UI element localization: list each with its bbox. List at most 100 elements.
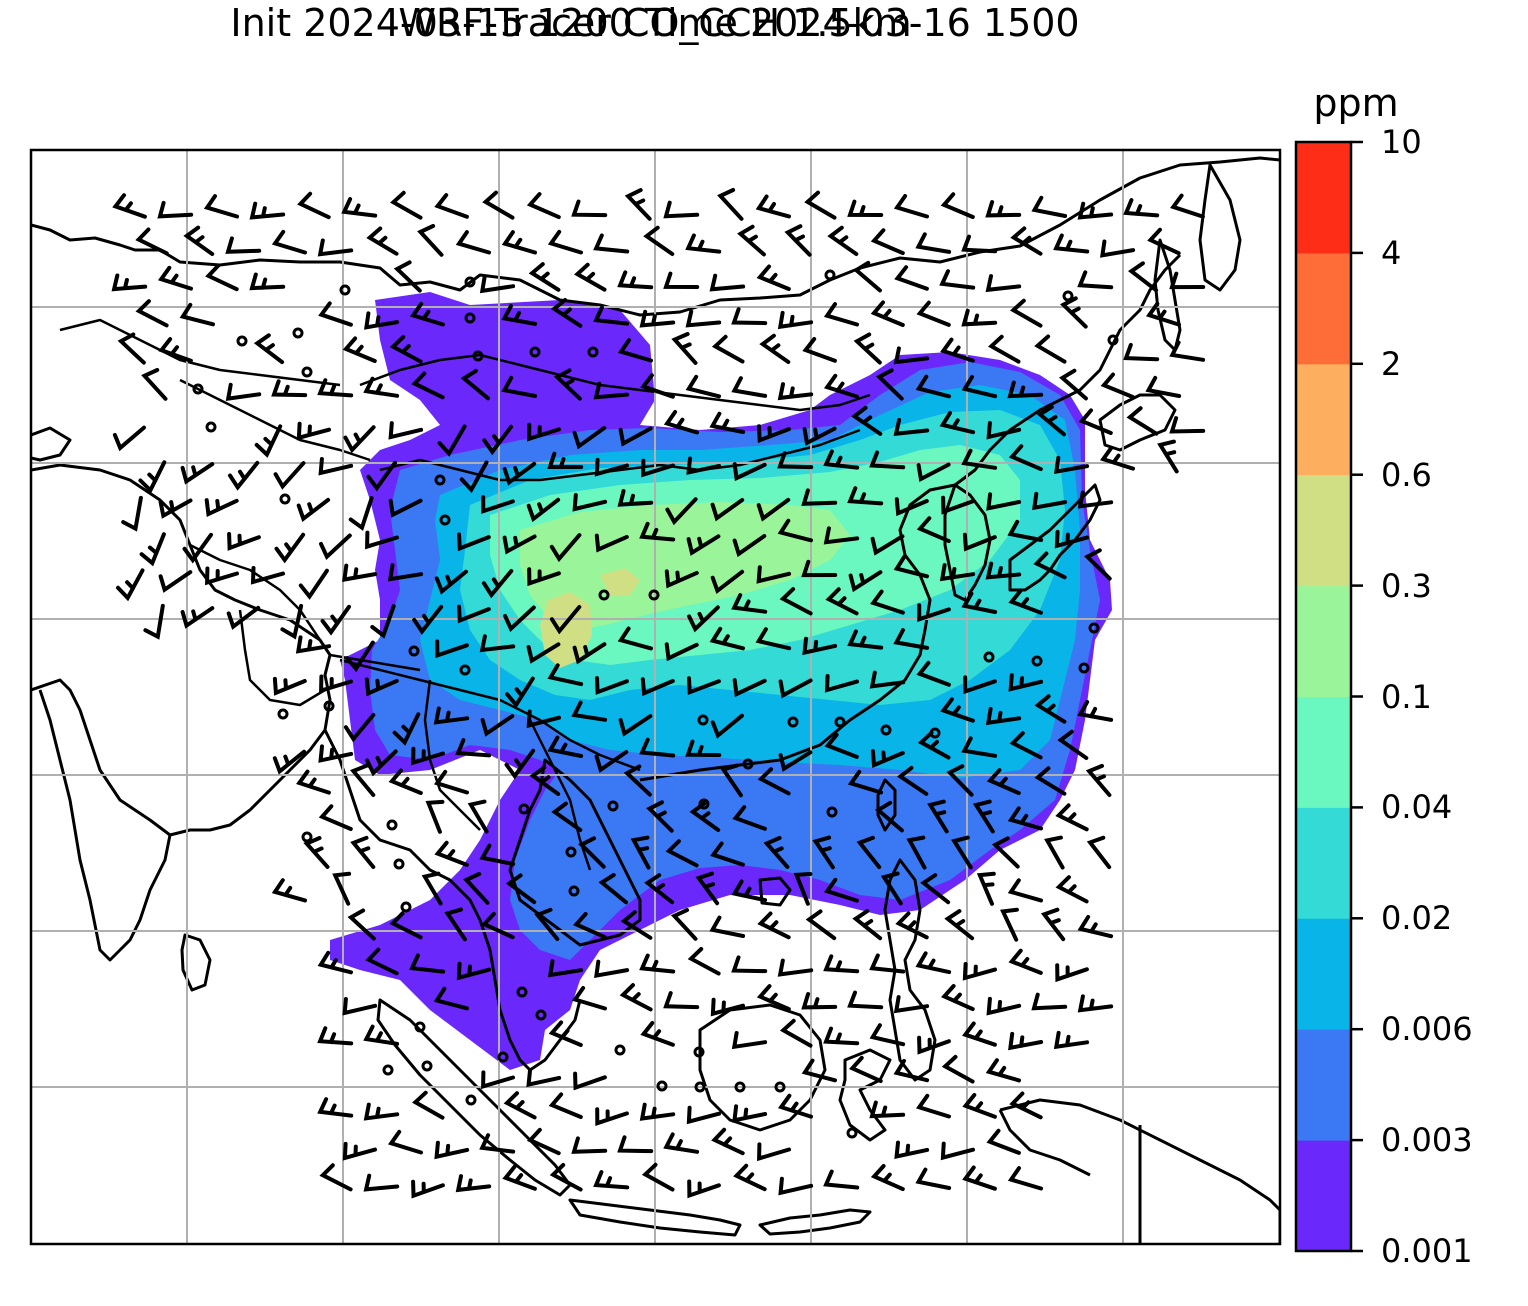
wind-barb <box>941 495 975 515</box>
wind-barb <box>916 516 951 544</box>
wind-barb <box>941 1054 975 1084</box>
wind-barb <box>893 554 929 579</box>
wind-barb <box>1077 700 1114 722</box>
wind-barb <box>1077 915 1114 939</box>
wind-barb <box>296 769 331 795</box>
wind-barb <box>1084 548 1112 581</box>
wind-barb <box>731 1031 768 1050</box>
wind-barb <box>433 706 470 725</box>
wind-barb <box>894 265 929 291</box>
wind-barb <box>455 738 492 758</box>
wind-barb <box>1055 803 1089 832</box>
wind-barb <box>939 411 976 435</box>
wind-barb <box>687 676 721 696</box>
wind-barb <box>804 190 837 220</box>
colorbar-segment-8 <box>1296 252 1351 365</box>
wind-barb <box>571 1136 608 1154</box>
map-title-line2: Init 2024-03-15 1200 Time 2024-03-16 150… <box>230 1 1080 45</box>
wind-barb <box>847 629 884 650</box>
wind-barb <box>348 496 374 531</box>
wind-barb <box>619 983 653 1012</box>
wind-barb <box>595 676 629 695</box>
wind-barb <box>1145 375 1182 398</box>
wind-barb <box>695 871 720 906</box>
wind-barb <box>254 424 283 458</box>
wind-barb <box>482 424 514 456</box>
wind-barb <box>421 871 443 906</box>
wind-barb <box>317 378 354 398</box>
wind-barb <box>1145 301 1181 327</box>
wind-barb <box>534 907 560 941</box>
wind-barb <box>801 559 838 578</box>
calm-wind-circle <box>1031 655 1043 667</box>
wind-barb <box>756 984 791 1012</box>
wind-barb <box>951 835 973 870</box>
wind-barb <box>1123 342 1160 362</box>
wind-barb <box>455 1174 492 1193</box>
wind-barb <box>365 530 399 550</box>
wind-barb <box>1010 298 1043 328</box>
wind-barb <box>710 569 745 595</box>
wind-barb <box>709 273 746 292</box>
wind-barb <box>896 765 929 796</box>
wind-barb <box>1169 416 1206 434</box>
wind-barb <box>777 310 814 330</box>
wind-barb <box>1008 948 1043 975</box>
wind-barb <box>685 233 722 254</box>
wind-barb <box>158 337 193 363</box>
wind-barb <box>823 302 859 327</box>
wind-barb <box>801 992 838 1010</box>
wind-barb <box>732 678 767 698</box>
wind-barb <box>777 382 814 401</box>
wind-barb <box>847 486 884 506</box>
wind-barb <box>646 800 674 833</box>
wind-barb <box>457 532 491 552</box>
wind-barb <box>547 451 584 469</box>
coastline-caspian <box>31 426 72 462</box>
wind-barb <box>1077 994 1114 1013</box>
wind-barb <box>158 498 193 519</box>
wind-barb <box>618 714 653 737</box>
wind-barb <box>594 533 629 553</box>
wind-barb <box>757 911 791 940</box>
wind-barb <box>350 835 376 869</box>
wind-barb <box>527 422 561 442</box>
wind-barb <box>365 947 399 976</box>
wind-barb <box>370 604 396 639</box>
wind-barb <box>1007 519 1044 542</box>
wind-barb <box>639 737 676 758</box>
wind-barb <box>827 225 859 256</box>
wind-barb <box>823 449 860 470</box>
wind-barb <box>135 227 169 256</box>
calm-wind-circle <box>656 1080 668 1092</box>
wind-barb <box>1128 261 1159 293</box>
wind-barb <box>823 373 859 399</box>
wind-barb <box>961 375 998 399</box>
wind-barb <box>412 604 444 635</box>
wind-barb <box>869 953 906 974</box>
colorbar-tick-label: 0.1 <box>1381 677 1432 716</box>
wind-barb <box>686 1105 721 1125</box>
wind-barb <box>880 871 903 906</box>
wind-barb <box>664 642 699 662</box>
calm-wind-circle <box>834 716 846 728</box>
wind-barb <box>1126 406 1159 436</box>
wind-barb <box>226 605 261 630</box>
wind-barb <box>689 801 721 832</box>
wind-barb <box>824 674 859 693</box>
calm-wind-circle <box>880 724 892 736</box>
wind-barb <box>640 373 675 399</box>
border-mongolia <box>359 353 871 412</box>
wind-barb <box>986 996 1022 1016</box>
wind-barb <box>961 308 998 327</box>
wind-barb <box>480 911 515 940</box>
wind-barb <box>303 836 330 869</box>
wind-barb <box>709 626 745 651</box>
wind-barb <box>972 799 995 834</box>
wind-barb <box>1008 1031 1044 1051</box>
wind-barb <box>117 332 146 365</box>
wind-barb <box>1008 588 1043 615</box>
wind-barb <box>852 260 882 293</box>
wind-barb <box>571 986 607 1011</box>
